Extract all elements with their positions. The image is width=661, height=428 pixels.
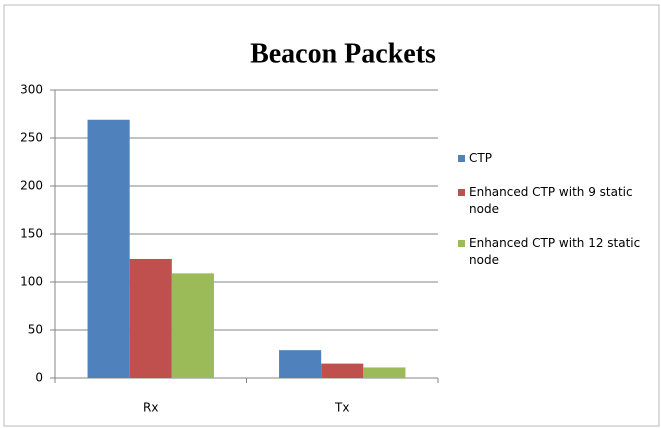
bar [129,258,172,378]
legend-swatch [458,155,465,162]
legend-swatch [458,240,465,247]
x-tick-label: Tx [334,401,349,415]
bar [321,363,364,378]
legend-swatch [458,189,465,196]
legend-item: Enhanced CTP with 12 static node [458,235,658,269]
bar [87,119,130,378]
bar [171,273,214,378]
y-tick-label: 200 [20,179,43,193]
legend-label: CTP [469,151,492,165]
y-tick-label: 250 [20,131,43,145]
legend-item: Enhanced CTP with 9 static node [458,184,658,218]
y-tick-label: 150 [20,227,43,241]
x-tick-label: Rx [143,401,158,415]
bar [363,367,406,378]
y-tick-label: 0 [35,371,43,385]
legend-label: Enhanced CTP with 9 static node [469,185,633,216]
y-tick-label: 50 [28,323,43,337]
legend-label: Enhanced CTP with 12 static node [469,236,641,267]
chart-title: Beacon Packets [250,38,436,69]
bar [279,350,322,378]
legend-item: CTP [458,150,658,167]
legend: CTP Enhanced CTP with 9 static node Enhanc… [458,150,658,286]
y-tick-label: 300 [20,83,43,97]
y-tick-label: 100 [20,275,43,289]
